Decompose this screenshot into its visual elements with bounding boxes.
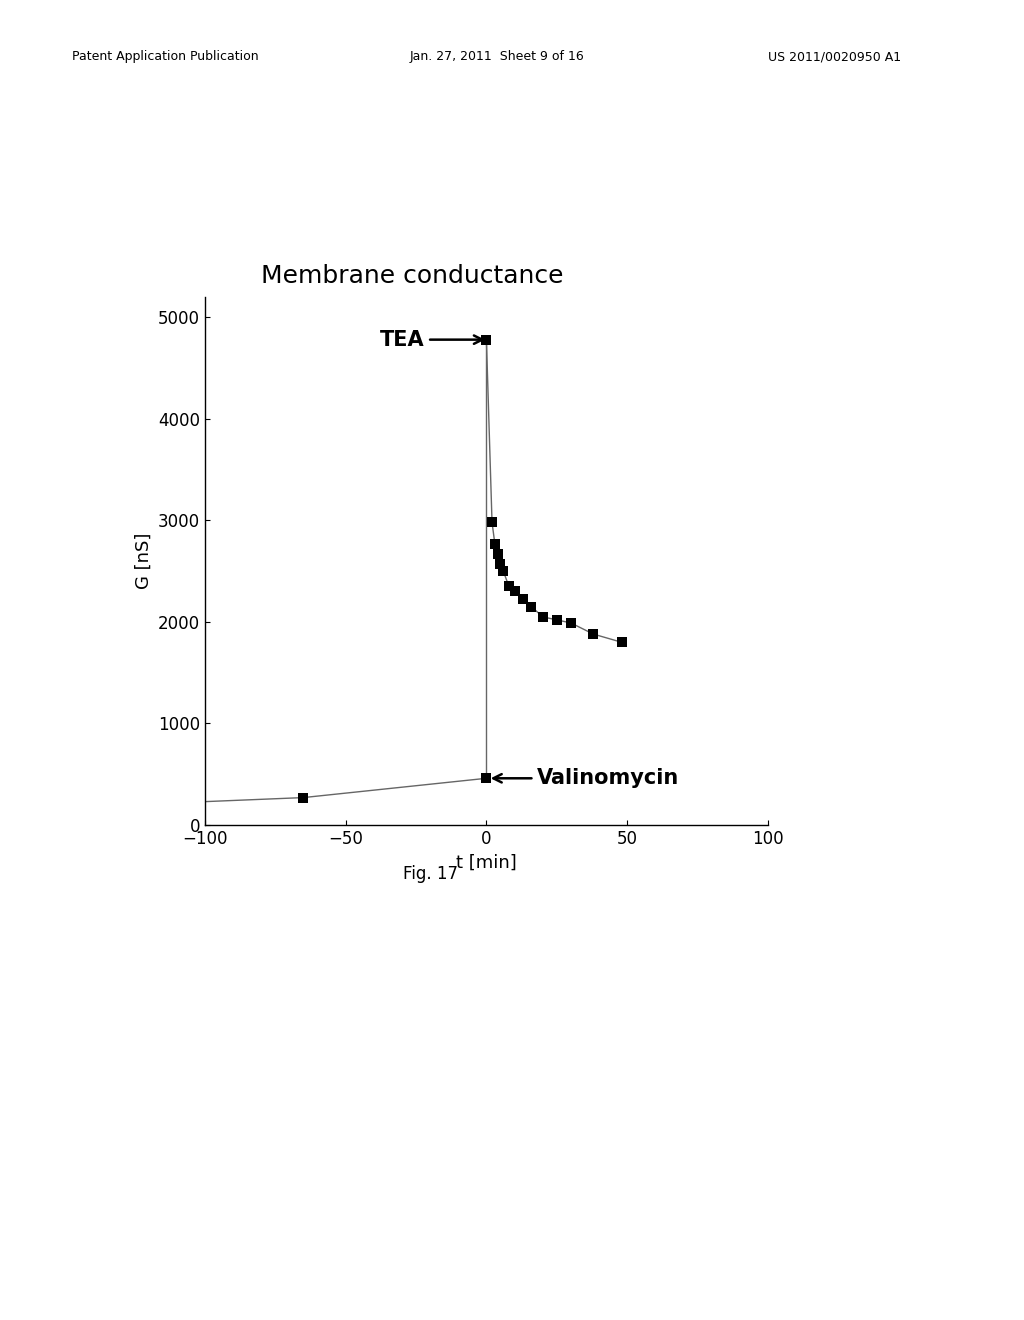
X-axis label: t [min]: t [min]: [456, 854, 517, 871]
Text: Jan. 27, 2011  Sheet 9 of 16: Jan. 27, 2011 Sheet 9 of 16: [410, 50, 585, 63]
Y-axis label: G [nS]: G [nS]: [134, 533, 153, 589]
Text: Patent Application Publication: Patent Application Publication: [72, 50, 258, 63]
Text: US 2011/0020950 A1: US 2011/0020950 A1: [768, 50, 901, 63]
Text: Fig. 17: Fig. 17: [402, 865, 458, 883]
Text: Membrane conductance: Membrane conductance: [261, 264, 563, 288]
Text: Valinomycin: Valinomycin: [494, 768, 679, 788]
Text: TEA: TEA: [380, 330, 482, 350]
